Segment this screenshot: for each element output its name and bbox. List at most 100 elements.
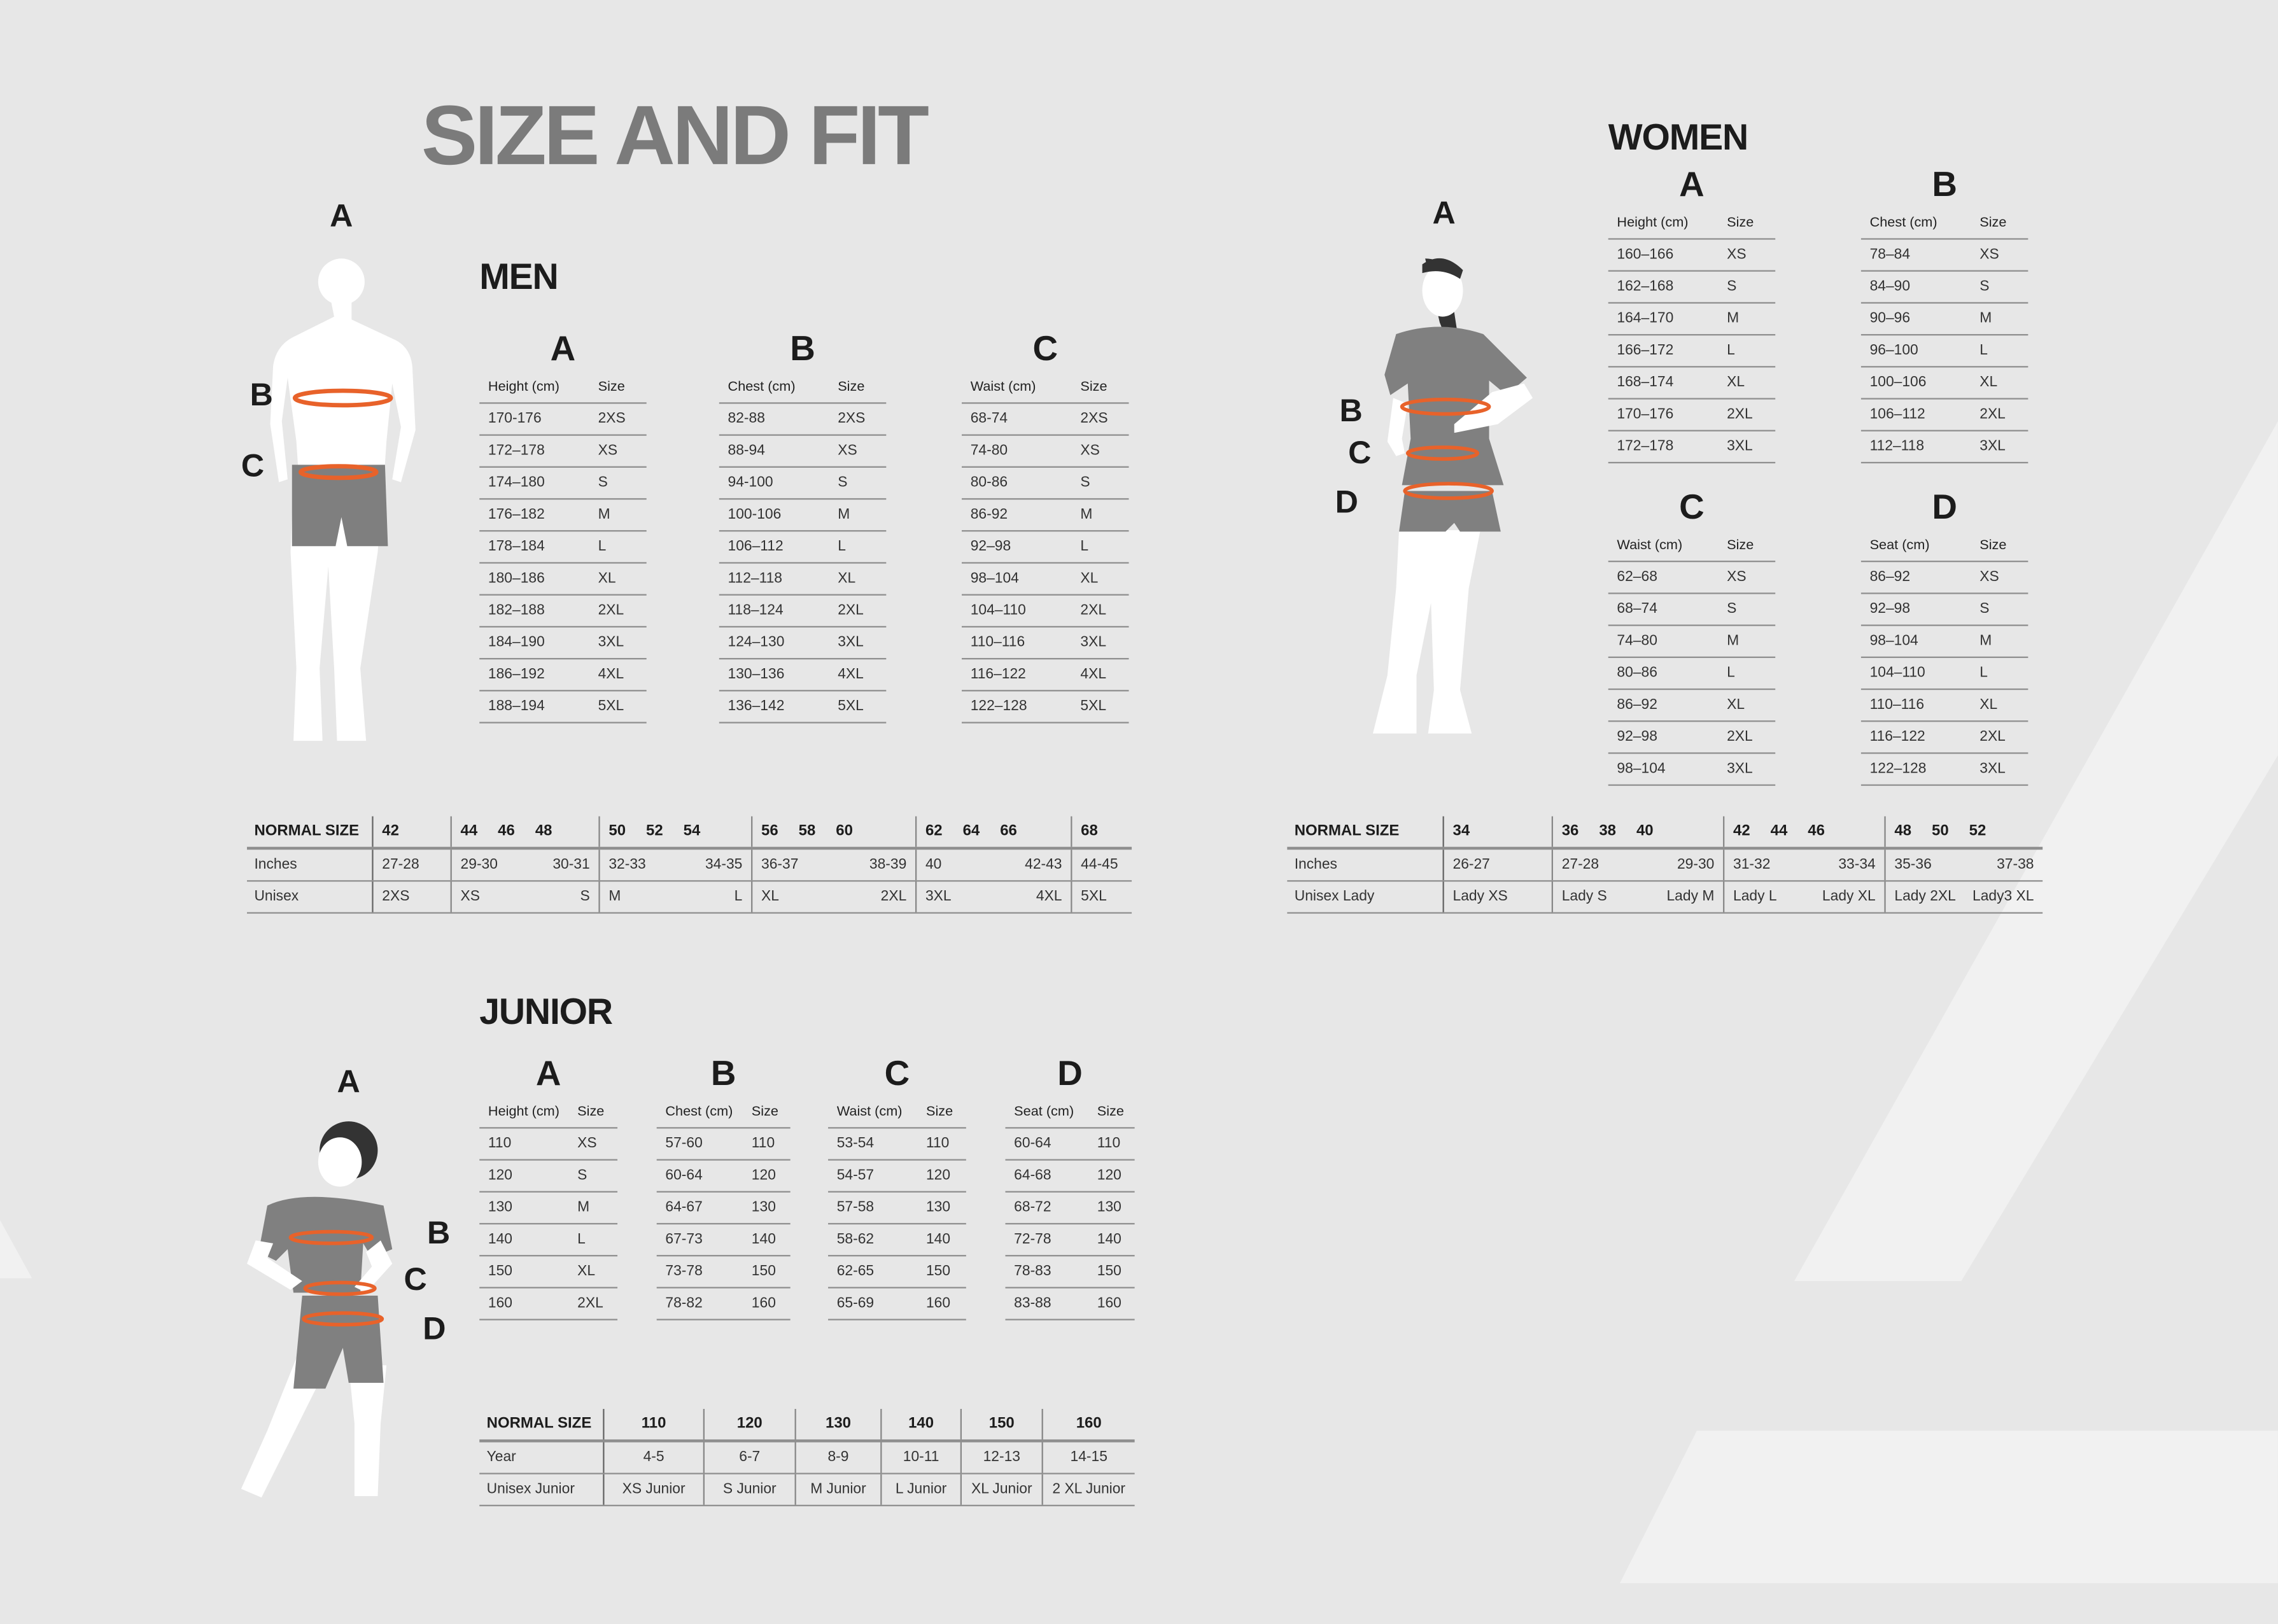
- size-value: S Junior: [722, 1481, 777, 1498]
- size-value: 27-28: [1561, 857, 1600, 873]
- measurement-cell: 110–116: [1869, 697, 1925, 713]
- table-row: 164–170 M: [1608, 304, 1776, 336]
- column-header: Waist (cm): [1617, 537, 1683, 554]
- measurement-cell: 130–136: [728, 666, 785, 683]
- table-row: 67-73 140: [656, 1224, 791, 1257]
- row-label: Unisex Junior: [479, 1474, 605, 1505]
- size-group-cell: 50 52 54: [600, 816, 753, 847]
- men-heading: MEN: [479, 257, 559, 298]
- table-row: 170-176 2XS: [479, 404, 647, 436]
- figure-letter-a: A: [337, 1063, 360, 1100]
- table-row: 168–174 XL: [1608, 367, 1776, 400]
- measurement-cell: 122–128: [1869, 761, 1927, 778]
- table-row: 78-82 160: [656, 1289, 791, 1320]
- table-header-row: Waist (cm) Size: [828, 1096, 966, 1129]
- measurement-cell: 166–172: [1617, 342, 1674, 359]
- column-header: Size: [1979, 537, 2007, 554]
- size-value: 56: [761, 822, 778, 840]
- size-value: 68: [1081, 822, 1098, 840]
- row-label: NORMAL SIZE: [247, 816, 374, 847]
- figure-letter-d: D: [423, 1310, 446, 1347]
- table-header-row: Height (cm) Size: [479, 372, 647, 404]
- normal-size-header-row: NORMAL SIZE 34 36 38 40 42 44 46 48 50 52: [1287, 816, 2043, 850]
- size-group-cell: 34: [1444, 816, 1553, 847]
- size-value: 58: [798, 822, 816, 840]
- table-row: 73-78 150: [656, 1256, 791, 1289]
- measurement-cell: 104–110: [970, 603, 1026, 619]
- size-value: 110: [641, 1415, 666, 1432]
- size-cell: XS: [598, 443, 618, 459]
- size-cell: 2XL: [838, 603, 864, 619]
- row-label: NORMAL SIZE: [1287, 816, 1444, 847]
- table-row: 60-64 110: [1005, 1129, 1135, 1161]
- size-cell: XS: [1979, 569, 1999, 585]
- measurement-cell: 74–80: [1617, 633, 1657, 650]
- size-cell: 2XL: [1979, 729, 2006, 745]
- size-group-cell: 36-37 38-39: [752, 850, 917, 881]
- measurement-cell: 82-88: [728, 410, 765, 428]
- size-group-cell: XL Junior: [962, 1474, 1043, 1505]
- table-row: 160–166 XS: [1608, 240, 1776, 272]
- table-row: 122–128 5XL: [962, 691, 1129, 724]
- size-value: 27-28: [382, 857, 419, 873]
- size-value: 29-30: [460, 857, 498, 873]
- measurement-cell: 60-64: [665, 1168, 703, 1184]
- measurement-cell: 160: [488, 1295, 513, 1312]
- normal-size-row: Unisex Junior XS Junior S Junior M Junior L …: [479, 1474, 1135, 1506]
- table-row: 172–178 3XL: [1608, 431, 1776, 464]
- size-cell: 4XL: [1080, 666, 1107, 683]
- table-row: 98–104 XL: [962, 564, 1129, 596]
- size-group-cell: 2 XL Junior: [1043, 1474, 1135, 1505]
- size-group-cell: XS Junior: [605, 1474, 705, 1505]
- size-group-cell: 29-30 30-31: [452, 850, 600, 881]
- table-row: 60-64 120: [656, 1161, 791, 1193]
- table-header-row: Height (cm) Size: [1608, 207, 1776, 240]
- figure-letter-a: A: [330, 197, 353, 234]
- size-value: 60: [836, 822, 853, 840]
- table-row: 160 2XL: [479, 1289, 618, 1320]
- size-value: 48: [535, 822, 552, 840]
- table-row: 53-54 110: [828, 1129, 966, 1161]
- table-row: 172–178 XS: [479, 436, 647, 468]
- size-group-cell: 56 58 60: [752, 816, 917, 847]
- men-table-c: C Waist (cm) Size 68-74 2XS 74-80 XS 80-86 S 86-9…: [962, 328, 1129, 724]
- size-group-cell: M Junior: [796, 1474, 882, 1505]
- column-header: Seat (cm): [1014, 1103, 1074, 1120]
- table-row: 140 L: [479, 1224, 618, 1257]
- measurement-cell: 92–98: [1869, 601, 1911, 618]
- measurement-cell: 78-83: [1014, 1263, 1051, 1280]
- waist-ring: [299, 464, 379, 480]
- size-cell: 110: [1097, 1135, 1121, 1152]
- size-cell: 5XL: [838, 698, 864, 715]
- size-cell: 130: [925, 1200, 951, 1216]
- measurement-cell: 83-88: [1014, 1295, 1051, 1312]
- size-cell: M: [577, 1200, 590, 1216]
- size-cell: L: [838, 538, 846, 555]
- size-group-cell: XL 2XL: [752, 881, 917, 913]
- size-value: 33-34: [1838, 857, 1876, 873]
- table-row: 90–96 M: [1860, 304, 2028, 336]
- size-cell: 3XL: [1727, 438, 1753, 455]
- measurement-cell: 116–122: [1869, 729, 1925, 745]
- size-value: 37-38: [1997, 857, 2034, 873]
- size-value: 42-43: [1025, 857, 1062, 873]
- chest-ring: [1400, 397, 1491, 416]
- size-value: 64: [962, 822, 980, 840]
- measurement-cell: 104–110: [1869, 665, 1925, 682]
- size-group-cell: 48 50 52: [1886, 816, 2043, 847]
- size-cell: 130: [1097, 1200, 1121, 1216]
- table-row: 166–172 L: [1608, 335, 1776, 368]
- junior-table-d: D Seat (cm) Size 60-64 110 64-68 120 68-72 130 72…: [1005, 1053, 1135, 1320]
- size-group-cell: 14-15: [1043, 1443, 1135, 1473]
- measurement-cell: 178–184: [488, 538, 545, 555]
- table-row: 104–110 L: [1860, 658, 2028, 690]
- size-value: XS: [460, 888, 481, 905]
- junior-table-b: B Chest (cm) Size 57-60 110 60-64 120 64-67 130 6…: [656, 1053, 791, 1320]
- left-corner-shape: [0, 1220, 32, 1278]
- junior-normal-size-table: NORMAL SIZE 110 120 130 140 150 160 Year 4-5 6-7 8…: [479, 1409, 1135, 1506]
- column-header: Size: [1727, 214, 1754, 231]
- size-value: 29-30: [1677, 857, 1715, 873]
- size-value: 62: [925, 822, 943, 840]
- size-cell: L: [577, 1231, 586, 1248]
